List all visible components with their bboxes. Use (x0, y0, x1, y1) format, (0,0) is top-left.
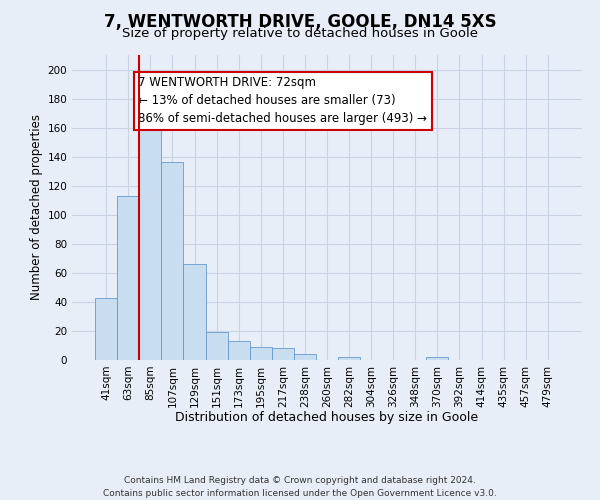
Bar (117, 196, 139, 360)
X-axis label: Distribution of detached houses by size in Goole: Distribution of detached houses by size … (175, 411, 479, 424)
Bar (294, 354, 316, 360)
Text: Size of property relative to detached houses in Goole: Size of property relative to detached ho… (122, 28, 478, 40)
Bar (184, 264, 206, 360)
Text: 7, WENTWORTH DRIVE, GOOLE, DN14 5XS: 7, WENTWORTH DRIVE, GOOLE, DN14 5XS (104, 12, 496, 30)
Y-axis label: Number of detached properties: Number of detached properties (30, 114, 43, 300)
Bar (338, 357, 360, 360)
Bar (272, 348, 294, 360)
Text: Contains HM Land Registry data © Crown copyright and database right 2024.
Contai: Contains HM Land Registry data © Crown c… (103, 476, 497, 498)
Bar (95, 298, 117, 360)
Bar (427, 357, 448, 360)
Text: 7 WENTWORTH DRIVE: 72sqm
← 13% of detached houses are smaller (73)
86% of semi-d: 7 WENTWORTH DRIVE: 72sqm ← 13% of detach… (139, 76, 427, 126)
Bar (227, 341, 250, 360)
Bar (161, 162, 184, 360)
Bar (139, 128, 161, 360)
Bar (250, 347, 272, 360)
Bar (206, 332, 227, 360)
